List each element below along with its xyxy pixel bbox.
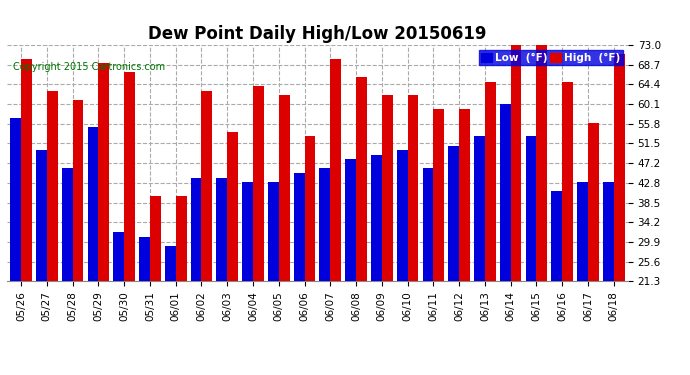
Bar [474,136,485,281]
Bar [588,123,599,281]
Bar [536,45,547,281]
Bar [345,159,356,281]
Bar [72,100,83,281]
Bar [201,91,213,281]
Bar [422,168,433,281]
Bar [613,54,624,281]
Bar [511,45,522,281]
Bar [294,173,304,281]
Bar [304,136,315,281]
Bar [562,81,573,281]
Bar [62,168,72,281]
Bar [382,95,393,281]
Bar [36,150,47,281]
Bar [253,86,264,281]
Bar [371,154,382,281]
Bar [227,132,238,281]
Bar [217,177,227,281]
Bar [500,104,511,281]
Bar [433,109,444,281]
Bar [10,118,21,281]
Bar [356,77,367,281]
Bar [150,196,161,281]
Bar [331,59,341,281]
Legend: Low  (°F), High  (°F): Low (°F), High (°F) [479,50,622,66]
Bar [242,182,253,281]
Bar [99,63,109,281]
Bar [268,182,279,281]
Bar [21,59,32,281]
Bar [448,146,459,281]
Text: Copyright 2015 Cartronics.com: Copyright 2015 Cartronics.com [13,62,165,72]
Bar [603,182,613,281]
Bar [526,136,536,281]
Bar [551,191,562,281]
Bar [190,177,201,281]
Bar [124,72,135,281]
Bar [397,150,408,281]
Bar [459,109,470,281]
Bar [319,168,331,281]
Bar [485,81,495,281]
Bar [577,182,588,281]
Bar [139,237,150,281]
Bar [279,95,290,281]
Bar [47,91,58,281]
Bar [113,232,124,281]
Bar [176,196,186,281]
Bar [408,95,418,281]
Title: Dew Point Daily High/Low 20150619: Dew Point Daily High/Low 20150619 [148,26,486,44]
Bar [88,127,99,281]
Bar [165,246,176,281]
